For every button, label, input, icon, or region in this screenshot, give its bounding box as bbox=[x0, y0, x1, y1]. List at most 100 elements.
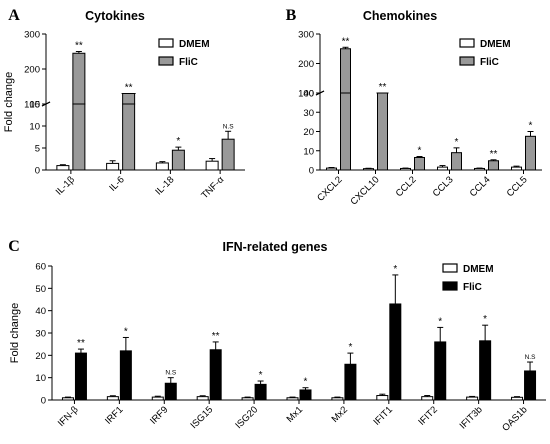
significance-label: ** bbox=[77, 338, 85, 349]
y-axis-label: Fold change bbox=[3, 72, 15, 133]
y-tick-label: 300 bbox=[298, 30, 314, 41]
bar-dmem bbox=[331, 397, 344, 401]
x-tick-label: IRF1 bbox=[103, 404, 125, 426]
bar-flic bbox=[164, 382, 177, 401]
y-tick-label: 5 bbox=[35, 144, 40, 155]
x-tick-label: CCL2 bbox=[394, 174, 419, 199]
significance-label: * bbox=[304, 377, 308, 388]
chart-title: IFN-related genes bbox=[223, 240, 328, 254]
x-tick-label: CXCL2 bbox=[315, 174, 344, 203]
x-tick-label: IFIT2 bbox=[416, 404, 439, 427]
bar-dmem bbox=[106, 396, 119, 401]
y-tick-label: 0 bbox=[309, 166, 314, 177]
legend-swatch bbox=[442, 263, 458, 273]
bar-dmem bbox=[196, 396, 209, 401]
bar-dmem bbox=[56, 165, 70, 171]
y-tick-label: 10 bbox=[29, 122, 40, 133]
bar-flic bbox=[122, 103, 136, 171]
bar-flic bbox=[344, 363, 357, 401]
significance-label: ** bbox=[379, 82, 387, 93]
bar-dmem bbox=[511, 396, 524, 401]
bar-flic bbox=[340, 48, 351, 94]
significance-label: N.S bbox=[165, 370, 177, 377]
x-tick-label: Mx1 bbox=[285, 404, 305, 424]
x-tick-label: TNF-α bbox=[199, 174, 226, 201]
bar-flic bbox=[524, 370, 537, 401]
y-tick-label: 20 bbox=[35, 351, 46, 362]
bar-dmem bbox=[466, 396, 479, 401]
bar-dmem bbox=[151, 396, 164, 401]
significance-label: ** bbox=[212, 331, 220, 342]
significance-label: ** bbox=[75, 41, 83, 52]
bar-flic bbox=[479, 340, 492, 401]
y-tick-label: 100 bbox=[298, 89, 314, 100]
significance-label: * bbox=[418, 146, 422, 157]
bar-flic bbox=[434, 341, 447, 401]
x-tick-label: IFN-β bbox=[56, 404, 81, 429]
significance-label: * bbox=[124, 326, 128, 337]
significance-label: * bbox=[348, 342, 352, 353]
significance-label: ** bbox=[342, 36, 350, 47]
y-tick-label: 50 bbox=[35, 284, 46, 295]
y-tick-label: 10 bbox=[35, 373, 46, 384]
bar-flic bbox=[209, 349, 222, 401]
significance-label: * bbox=[438, 316, 442, 327]
x-tick-label: IFIT3b bbox=[458, 404, 485, 431]
bar-dmem bbox=[106, 162, 120, 171]
bar-flic bbox=[525, 135, 536, 171]
y-tick-label: 20 bbox=[303, 127, 314, 138]
x-tick-label: CXCL10 bbox=[348, 174, 381, 207]
significance-label: N.S bbox=[525, 354, 537, 361]
bar-dmem bbox=[437, 166, 448, 171]
legend-label: DMEM bbox=[480, 39, 511, 50]
y-tick-label: 40 bbox=[303, 89, 314, 100]
bar-flic bbox=[414, 156, 425, 171]
y-tick-label: 200 bbox=[24, 65, 40, 76]
significance-label: * bbox=[393, 264, 397, 275]
bar-flic bbox=[72, 103, 86, 171]
y-tick-label: 15 bbox=[29, 100, 40, 111]
y-axis-label: Fold change bbox=[9, 303, 21, 364]
y-tick-label: 0 bbox=[41, 396, 46, 407]
bar-dmem bbox=[326, 167, 337, 171]
bar-flic bbox=[254, 383, 267, 401]
legend-swatch bbox=[158, 56, 174, 66]
y-tick-label: 60 bbox=[35, 262, 46, 273]
significance-label: * bbox=[176, 136, 180, 147]
y-tick-label: 30 bbox=[303, 108, 314, 119]
bar-dmem bbox=[400, 167, 411, 171]
bar-flic bbox=[74, 352, 87, 401]
x-tick-label: CCL4 bbox=[468, 174, 493, 199]
legend-swatch bbox=[442, 281, 458, 291]
bar-flic bbox=[488, 160, 499, 171]
x-tick-label: IL-6 bbox=[107, 174, 126, 193]
bar-dmem bbox=[474, 167, 485, 171]
legend-label: FliC bbox=[480, 57, 499, 68]
significance-label: ** bbox=[490, 149, 498, 160]
bar-flic bbox=[377, 92, 388, 171]
x-tick-label: IL-1β bbox=[54, 174, 78, 198]
y-tick-label: 200 bbox=[298, 59, 314, 70]
panel-label: A bbox=[8, 7, 20, 24]
bar-dmem bbox=[205, 160, 219, 171]
bar-flic bbox=[122, 93, 136, 105]
x-tick-label: ISG20 bbox=[233, 404, 260, 431]
y-tick-label: 30 bbox=[35, 329, 46, 340]
legend-label: DMEM bbox=[463, 264, 494, 275]
x-tick-label: Mx2 bbox=[330, 404, 350, 424]
significance-label: * bbox=[529, 121, 533, 132]
significance-label: * bbox=[455, 137, 459, 148]
legend-label: FliC bbox=[179, 57, 198, 68]
bar-flic bbox=[171, 149, 185, 171]
bar-flic bbox=[119, 350, 132, 401]
bar-dmem bbox=[286, 397, 299, 401]
y-tick-label: 300 bbox=[24, 30, 40, 41]
bar-dmem bbox=[61, 397, 74, 401]
bar-dmem bbox=[241, 397, 254, 401]
bar-dmem bbox=[421, 396, 434, 401]
chart-title: Cytokines bbox=[85, 9, 145, 23]
y-tick-label: 10 bbox=[303, 146, 314, 157]
legend-swatch bbox=[459, 56, 475, 66]
bar-flic bbox=[299, 389, 312, 401]
